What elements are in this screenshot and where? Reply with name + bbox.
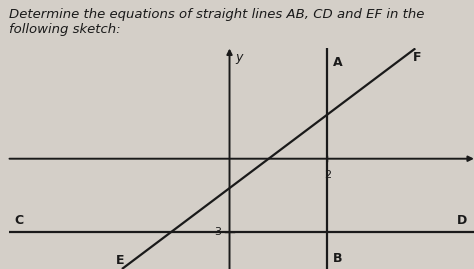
Text: Determine the equations of straight lines AB, CD and EF in the following sketch:: Determine the equations of straight line… [9, 8, 425, 36]
Text: 2: 2 [324, 170, 331, 180]
Text: F: F [413, 51, 421, 64]
Text: A: A [333, 56, 343, 69]
Text: -3: -3 [211, 227, 222, 237]
Text: y: y [236, 51, 243, 64]
Text: B: B [333, 252, 343, 265]
Text: D: D [456, 214, 467, 227]
Text: E: E [116, 254, 124, 267]
Text: C: C [14, 214, 24, 227]
